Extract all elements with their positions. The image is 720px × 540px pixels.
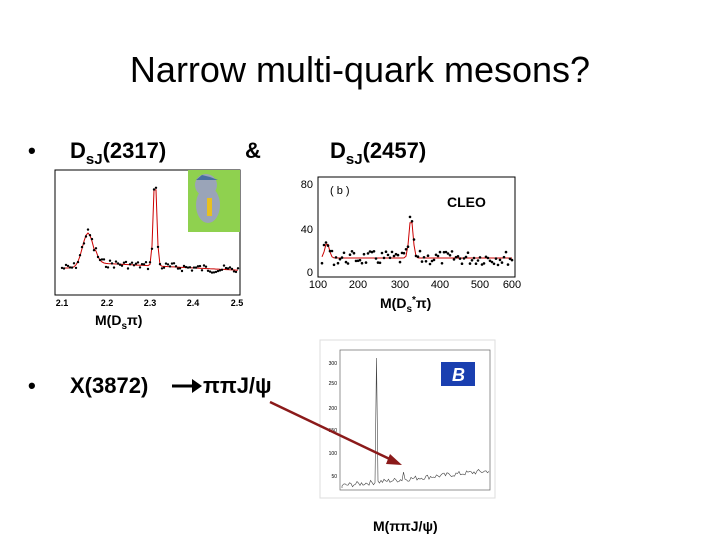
bullet-text: DsJ(2317) — [70, 138, 166, 168]
data-points — [320, 215, 514, 267]
y-tick-label: 80 — [301, 179, 313, 191]
axis-label: M(Ds*π) — [380, 295, 431, 315]
bullet-text: DsJ(2457) — [330, 138, 426, 168]
x-tick-label: 500 — [471, 279, 489, 291]
plot: M(Dsπ) 2.1 2.2 2.3 2.4 2.5 — [54, 169, 244, 332]
bullet-text: ππJ/ψ — [203, 373, 272, 398]
axis-label: M(Dsπ) — [95, 312, 142, 332]
data-points — [60, 186, 240, 274]
y-tick-label: 40 — [301, 224, 313, 236]
svg-text:B: B — [452, 365, 465, 385]
bullet-text: X(3872) — [70, 373, 148, 398]
arrow — [172, 379, 202, 393]
bullet-text: & — [245, 138, 261, 163]
y-tick-label: 50 — [331, 474, 337, 480]
y-tick-label: 250 — [329, 381, 338, 387]
experiment-label: CLEO — [447, 194, 486, 210]
title: Narrow multi-quark mesons? — [130, 49, 590, 90]
plot-frame — [317, 176, 516, 278]
fit-curve — [321, 222, 512, 259]
bullet: • — [28, 373, 36, 398]
plot: B M(ππJ/ψ) 30025020015010050 — [319, 339, 496, 534]
x-tick-label: 2.3 — [144, 298, 157, 308]
y-tick-label: 300 — [329, 361, 338, 367]
plot-frame — [54, 169, 241, 296]
x-tick-label: 400 — [431, 279, 449, 291]
x-tick-label: 2.1 — [56, 298, 69, 308]
y-tick-label: 100 — [329, 451, 338, 457]
y-tick-label: 200 — [329, 406, 338, 412]
bullet: • — [28, 138, 36, 163]
x-tick-label: 2.4 — [187, 298, 200, 308]
y-tick-label: 0 — [307, 267, 313, 279]
histogram — [341, 357, 490, 488]
x-tick-label: 300 — [391, 279, 409, 291]
x-tick-label: 200 — [349, 279, 367, 291]
x-tick-label: 600 — [503, 279, 521, 291]
x-tick-label: 100 — [309, 279, 327, 291]
plot-frame — [339, 349, 491, 491]
pointer-arrow — [269, 400, 402, 465]
x-tick-label: 2.2 — [101, 298, 114, 308]
mascot — [188, 170, 240, 232]
x-tick-label: 2.5 — [231, 298, 244, 308]
logo: B — [441, 362, 475, 386]
panel-label: ( b ) — [330, 185, 350, 197]
axis-label: M(ππJ/ψ) — [373, 518, 438, 534]
